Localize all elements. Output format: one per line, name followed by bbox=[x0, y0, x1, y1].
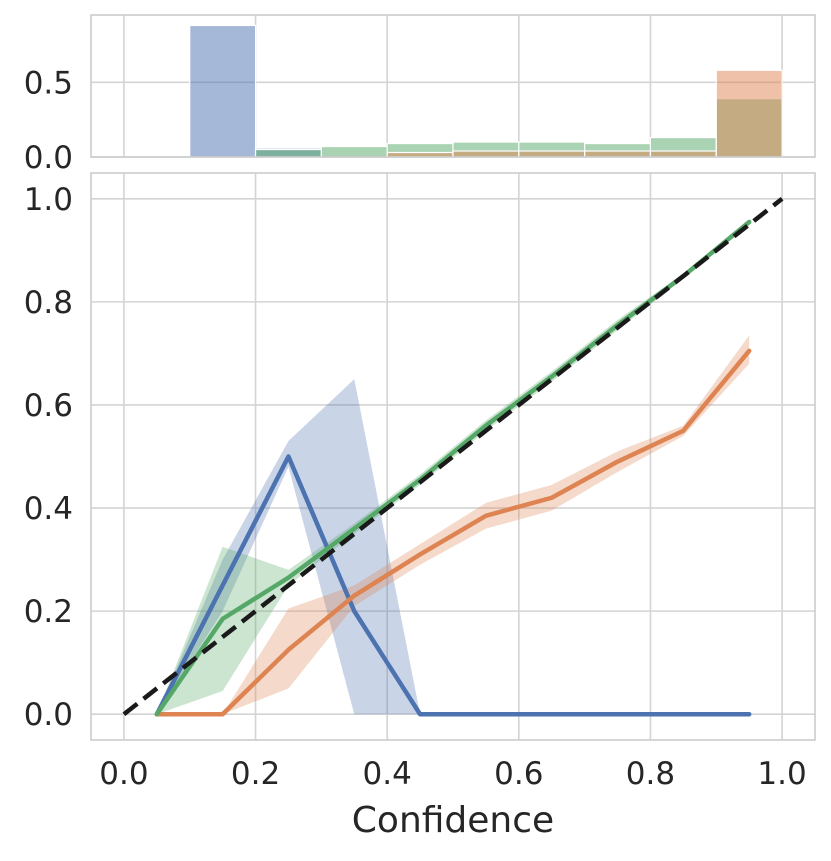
histogram-bar bbox=[254, 148, 322, 158]
reliability-panel: 0.0 0.2 0.4 0.6 0.8 1.0 0.0 0.2 0.4 0.6 0.8 1.0 Co… bbox=[24, 172, 816, 841]
histogram-panel: 0.0 0.5 bbox=[24, 14, 816, 176]
histogram-bar bbox=[649, 150, 717, 158]
calibration-line bbox=[154, 454, 752, 717]
calibration-line bbox=[154, 348, 752, 717]
histogram-bar bbox=[320, 145, 388, 158]
reliability-y-tick-label: 0.2 bbox=[24, 594, 73, 630]
reliability-y-tick-label: 1.0 bbox=[24, 182, 73, 218]
reliability-x-tick-label: 0.0 bbox=[99, 756, 148, 792]
calibration-lines bbox=[154, 219, 752, 717]
histogram-bar bbox=[452, 150, 520, 158]
histogram-bar bbox=[584, 150, 652, 158]
reliability-x-tick-label: 1.0 bbox=[757, 756, 806, 792]
histogram-bar bbox=[715, 69, 783, 158]
reliability-x-tick-label: 0.4 bbox=[363, 756, 412, 792]
histogram-y-tick-label: 0.5 bbox=[24, 65, 73, 101]
histogram-y-tick-label: 0.0 bbox=[24, 140, 73, 176]
reliability-y-tick-label: 0.0 bbox=[24, 697, 73, 733]
reliability-y-tick-labels: 0.0 0.2 0.4 0.6 0.8 1.0 bbox=[24, 182, 73, 733]
histogram-y-tick-labels: 0.0 0.5 bbox=[24, 65, 73, 176]
reliability-x-tick-labels: 0.0 0.2 0.4 0.6 0.8 1.0 bbox=[99, 756, 806, 792]
reliability-x-tick-label: 0.8 bbox=[626, 756, 675, 792]
calibration-line bbox=[154, 219, 752, 717]
confidence-band bbox=[156, 335, 750, 715]
x-axis-label: Confidence bbox=[352, 800, 554, 841]
reliability-y-tick-label: 0.4 bbox=[24, 491, 73, 527]
histogram-frame bbox=[90, 14, 816, 158]
histogram-bar bbox=[189, 24, 257, 158]
reliability-x-tick-label: 0.6 bbox=[494, 756, 543, 792]
perfect-calibration-diagonal bbox=[122, 197, 784, 716]
confidence-band bbox=[156, 379, 750, 715]
reliability-x-tick-label: 0.2 bbox=[231, 756, 280, 792]
histogram-bar bbox=[518, 150, 586, 158]
reliability-y-tick-label: 0.8 bbox=[24, 285, 73, 321]
reliability-frame bbox=[90, 172, 816, 741]
histogram-bars bbox=[189, 24, 783, 158]
reliability-y-tick-label: 0.6 bbox=[24, 388, 73, 424]
